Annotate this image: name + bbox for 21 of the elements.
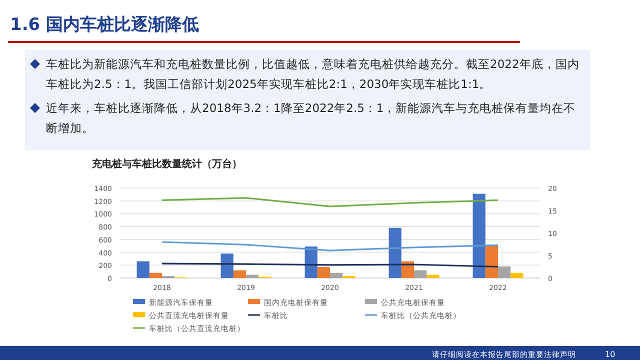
bar: [246, 274, 259, 278]
bar: [330, 272, 343, 278]
bar: [414, 270, 427, 278]
bar: [485, 244, 498, 278]
chart-title: 1.6 国内车桩比逐渐降低: [10, 15, 200, 35]
text: 10: [605, 350, 616, 359]
bar: [136, 261, 150, 278]
chart-subtitle: 充电桩与车桩比数量统计（万台）: [91, 158, 242, 170]
bar: [510, 272, 524, 278]
bar: [388, 228, 402, 278]
bar: [426, 274, 440, 278]
text: 车桩比为新能源汽车和充电桩数量比例，比值越低，意味着充电桩供给越充分。截至2022年底，国内车桩比为2.5：1。我国工信部计划2025年实现车桩比2:1，2030年实现车桩比1:1。: [46, 57, 580, 91]
bar: [149, 272, 162, 278]
bar: [317, 267, 330, 278]
bar: [498, 266, 511, 278]
bar: [220, 254, 234, 278]
bar: [472, 194, 486, 278]
line-series: [161, 241, 499, 252]
bar: [233, 270, 246, 278]
line-series: [161, 197, 499, 208]
text: 近年来，车桩比逐渐降低，从2018年3.2：1降至2022年2.5：1，新能源汽车与充电桩保有量均在不断增加。: [46, 101, 576, 135]
